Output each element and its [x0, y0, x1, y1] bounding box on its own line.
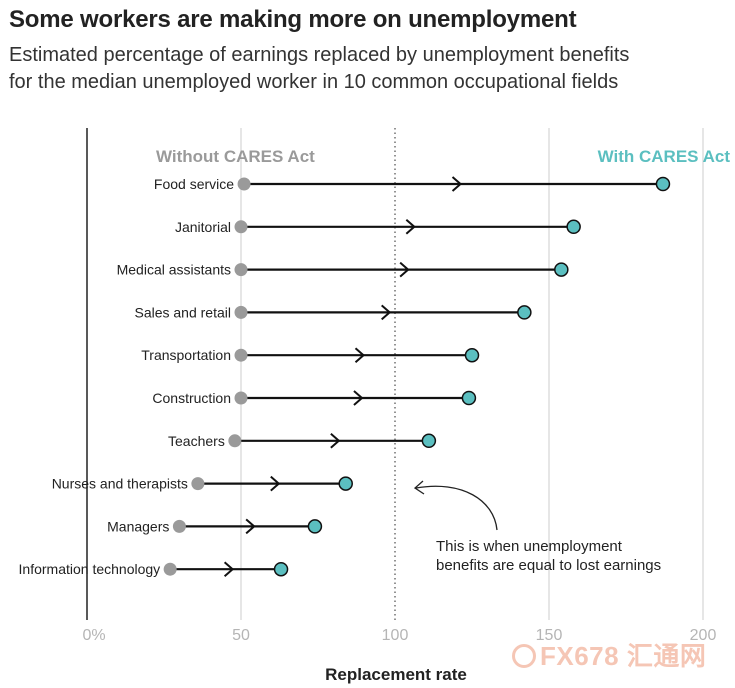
- row-medical-assistants: Medical assistants: [117, 262, 568, 278]
- annotation-arrow: [416, 486, 497, 530]
- dot-without-cares: [235, 220, 248, 233]
- row-managers: Managers: [107, 518, 321, 534]
- dot-with-cares: [518, 306, 531, 319]
- x-tick-label: 100: [382, 627, 409, 644]
- dot-without-cares: [191, 477, 204, 490]
- dot-without-cares: [173, 520, 186, 533]
- rows-layer: Food service Janitorial Medical assistants…: [19, 176, 670, 577]
- dot-without-cares: [235, 349, 248, 362]
- dot-with-cares: [339, 477, 352, 490]
- dot-with-cares: [422, 434, 435, 447]
- category-label: Sales and retail: [134, 304, 231, 320]
- dot-without-cares: [228, 434, 241, 447]
- annotation-line-1: This is when unemployment: [436, 538, 623, 555]
- legend-without-label: Without CARES Act: [156, 147, 315, 166]
- watermark-text: FX678 汇通网: [540, 641, 706, 671]
- dot-with-cares: [567, 220, 580, 233]
- x-tick-label: 0%: [82, 627, 105, 644]
- dot-without-cares: [235, 306, 248, 319]
- x-tick-label: 50: [232, 627, 250, 644]
- dot-with-cares: [275, 563, 288, 576]
- dot-with-cares: [466, 349, 479, 362]
- row-nurses-and-therapists: Nurses and therapists: [52, 476, 353, 492]
- x-axis-label: Replacement rate: [325, 665, 467, 684]
- watermark: FX678 汇通网: [512, 636, 706, 673]
- category-label: Transportation: [141, 347, 231, 363]
- annotation: This is when unemployment benefits are e…: [415, 481, 661, 574]
- category-label: Nurses and therapists: [52, 476, 188, 492]
- row-janitorial: Janitorial: [175, 219, 580, 235]
- dumbbell-chart: Without CARES Act With CARES Act Food se…: [0, 0, 735, 688]
- annotation-line-2: benefits are equal to lost earnings: [436, 557, 661, 574]
- row-construction: Construction: [152, 390, 475, 406]
- dot-without-cares: [164, 563, 177, 576]
- category-label: Teachers: [168, 433, 225, 449]
- category-label: Janitorial: [175, 219, 231, 235]
- row-transportation: Transportation: [141, 347, 478, 363]
- dot-without-cares: [235, 392, 248, 405]
- category-label: Medical assistants: [117, 262, 231, 278]
- category-label: Food service: [154, 176, 234, 192]
- watermark-logo-icon: [512, 644, 536, 668]
- row-information-technology: Information technology: [19, 561, 288, 577]
- dot-without-cares: [238, 178, 251, 191]
- legend-with-label: With CARES Act: [598, 147, 731, 166]
- dot-without-cares: [235, 263, 248, 276]
- category-label: Information technology: [19, 561, 161, 577]
- dot-with-cares: [308, 520, 321, 533]
- legend: Without CARES Act With CARES Act: [156, 147, 730, 166]
- dot-with-cares: [656, 178, 669, 191]
- dot-with-cares: [555, 263, 568, 276]
- dot-with-cares: [462, 392, 475, 405]
- category-label: Managers: [107, 518, 169, 534]
- category-label: Construction: [152, 390, 231, 406]
- row-food-service: Food service: [154, 176, 670, 192]
- row-sales-and-retail: Sales and retail: [134, 304, 530, 320]
